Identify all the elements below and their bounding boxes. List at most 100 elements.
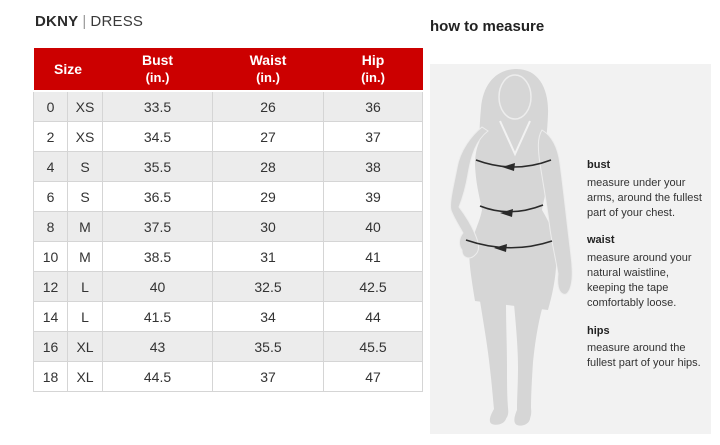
- measure-section-text: measure around your natural waistline, k…: [587, 252, 692, 309]
- cell-size_letter: XL: [66, 331, 104, 362]
- table-row: 14 L 41.5 34 44: [33, 301, 424, 332]
- cell-bust: 40: [102, 271, 214, 302]
- cell-bust: 35.5: [102, 151, 214, 182]
- table-row: 0 XS 33.5 26 36: [33, 90, 424, 122]
- cell-size_letter: M: [66, 241, 104, 272]
- face-shape: [498, 74, 532, 120]
- table-row: 16 XL 43 35.5 45.5: [33, 331, 424, 362]
- cell-size_num: 18: [33, 361, 68, 392]
- how-to-measure-title: how to measure: [430, 18, 545, 35]
- cell-hip: 41: [323, 241, 424, 272]
- header-waist-label: Waist: [249, 52, 287, 69]
- header-bust-unit: (in.): [145, 69, 170, 85]
- cell-bust: 36.5: [102, 181, 214, 212]
- measure-section-text: measure around the fullest part of your …: [587, 342, 701, 370]
- table-row: 4 S 35.5 28 38: [33, 151, 424, 182]
- left-arm-shape: [537, 129, 573, 295]
- cell-waist: 30: [212, 211, 325, 242]
- measure-section-label: bust: [587, 159, 611, 171]
- cell-size_letter: XL: [66, 361, 104, 392]
- header-bust: Bust (in.): [102, 48, 213, 92]
- cell-waist: 32.5: [212, 271, 325, 302]
- cell-size_num: 8: [33, 211, 68, 242]
- cell-size_letter: L: [66, 301, 104, 332]
- right-foot-shape: [514, 409, 531, 426]
- cell-waist: 35.5: [212, 331, 325, 362]
- header-size-label: Size: [54, 60, 83, 77]
- cell-size_num: 16: [33, 331, 68, 362]
- measure-section-bust: bust measure under your arms, around the …: [587, 158, 703, 220]
- left-foot-shape: [489, 408, 507, 425]
- cell-size_num: 12: [33, 271, 68, 302]
- cell-bust: 41.5: [102, 301, 214, 332]
- cell-hip: 38: [323, 151, 424, 182]
- cell-bust: 38.5: [102, 241, 214, 272]
- left-leg-shape: [480, 301, 509, 420]
- page-title: DKNY | DRESS: [35, 13, 143, 30]
- header-hip-label: Hip: [361, 52, 385, 69]
- cell-size_num: 14: [33, 301, 68, 332]
- measure-section-text: measure under your arms, around the full…: [587, 176, 702, 219]
- cell-bust: 43: [102, 331, 214, 362]
- size-chart-body: 0 XS 33.5 26 36 2 XS 34.5 27 37 4 S 35.5 28 38 6 S 36.5 29…: [33, 90, 424, 392]
- v-neck-seam: [499, 120, 531, 157]
- table-row: 8 M 37.5 30 40: [33, 211, 424, 242]
- header-hip-unit: (in.): [361, 69, 385, 85]
- cell-waist: 26: [212, 90, 325, 122]
- measure-section-label: waist: [587, 234, 615, 247]
- how-to-measure-panel: bust measure under your arms, around the …: [430, 64, 711, 434]
- cell-bust: 44.5: [102, 361, 214, 392]
- cell-hip: 39: [323, 181, 424, 212]
- cell-hip: 40: [323, 211, 424, 242]
- header-size: Size: [33, 48, 103, 92]
- cell-waist: 29: [212, 181, 325, 212]
- cell-size_num: 4: [33, 151, 68, 182]
- brand-name: DKNY: [35, 13, 79, 30]
- cell-waist: 34: [212, 301, 325, 332]
- cell-size_num: 6: [33, 181, 68, 212]
- measure-section-waist: waist measure around your natural waistli…: [587, 233, 703, 310]
- cell-hip: 47: [323, 361, 424, 392]
- product-name: DRESS: [90, 13, 144, 30]
- cell-bust: 33.5: [102, 90, 214, 122]
- title-separator: |: [82, 13, 87, 30]
- header-waist: Waist (in.): [212, 48, 324, 92]
- cell-hip: 44: [323, 301, 424, 332]
- measure-section-label: hips: [587, 324, 610, 337]
- cell-hip: 45.5: [323, 331, 424, 362]
- cell-size_num: 0: [33, 90, 68, 122]
- header-bust-label: Bust: [141, 52, 174, 69]
- right-arm-shape: [450, 126, 489, 259]
- cell-waist: 31: [212, 241, 325, 272]
- woman-silhouette-figure-icon: [450, 68, 573, 426]
- table-row: 10 M 38.5 31 41: [33, 241, 424, 272]
- cell-size_num: 2: [33, 121, 68, 152]
- table-row: 18 XL 44.5 37 47: [33, 361, 424, 392]
- cell-waist: 37: [212, 361, 325, 392]
- size-chart-header-row: Size Bust (in.) Waist (in.) Hip (in.): [33, 48, 423, 92]
- dress-torso-shape: [469, 125, 557, 310]
- cell-size_letter: XS: [66, 121, 104, 152]
- table-row: 2 XS 34.5 27 37: [33, 121, 424, 152]
- cell-hip: 36: [323, 90, 424, 122]
- cell-size_letter: XS: [66, 90, 104, 122]
- header-hip: Hip (in.): [323, 48, 423, 92]
- table-row: 6 S 36.5 29 39: [33, 181, 424, 212]
- cell-size_letter: S: [66, 151, 104, 182]
- cell-waist: 27: [212, 121, 325, 152]
- cell-size_letter: L: [66, 271, 104, 302]
- measure-section-hips: hips measure around the fullest part of y…: [587, 324, 703, 372]
- cell-size_num: 10: [33, 241, 68, 272]
- cell-waist: 28: [212, 151, 325, 182]
- hip-measure-arrow: [465, 239, 553, 252]
- cell-bust: 37.5: [102, 211, 214, 242]
- bust-measure-arrow: [475, 159, 552, 171]
- cell-size_letter: S: [66, 181, 104, 212]
- header-waist-unit: (in.): [256, 69, 280, 85]
- table-row: 12 L 40 32.5 42.5: [33, 271, 424, 302]
- cell-hip: 42.5: [323, 271, 424, 302]
- cell-hip: 37: [323, 121, 424, 152]
- waist-measure-arrow: [479, 204, 544, 217]
- cell-size_letter: M: [66, 211, 104, 242]
